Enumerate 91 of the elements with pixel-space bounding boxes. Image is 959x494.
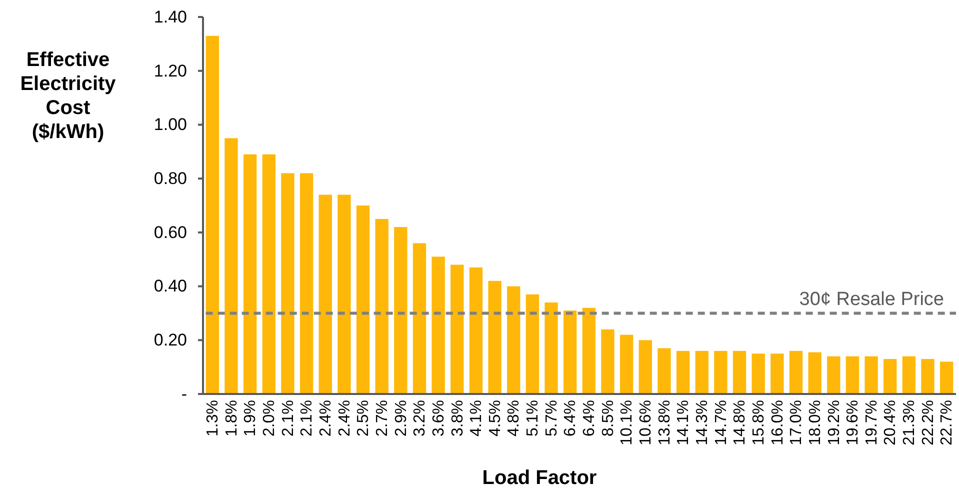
x-tick-label: 5.1% [524, 400, 542, 436]
y-tick-label: - [181, 384, 187, 404]
bar [695, 350, 708, 394]
x-tick-label: 22.2% [920, 400, 937, 446]
bar [846, 356, 860, 394]
bar [262, 154, 276, 394]
bar [450, 264, 464, 394]
x-tick-label: 2.4% [336, 400, 354, 436]
x-tick-label: 1.3% [204, 400, 222, 436]
bar [394, 227, 408, 394]
y-tick-label: 1.40 [154, 7, 187, 26]
y-tick-label: 1.20 [154, 61, 187, 80]
x-tick-label: 1.9% [242, 400, 260, 436]
y-axis-title: Effective Electricity Cost ($/kWh) [20, 49, 117, 143]
bar [714, 350, 728, 394]
x-tick-label: 3.6% [430, 400, 448, 436]
x-tick-label: 15.8% [750, 400, 768, 446]
bar [808, 352, 822, 394]
bar [432, 256, 445, 394]
bar [564, 310, 577, 394]
x-tick-label: 8.5% [600, 400, 617, 436]
x-tick-label: 2.5% [355, 400, 372, 436]
bar [318, 194, 332, 394]
bar [412, 243, 426, 394]
x-tick-label: 2.1% [298, 400, 316, 436]
x-tick-label: 6.4% [562, 400, 580, 436]
x-tick-label: 1.8% [223, 400, 240, 436]
bar [770, 354, 784, 394]
x-tick-label: 10.6% [638, 400, 655, 446]
x-tick-label: 14.3% [694, 400, 711, 446]
bar [544, 302, 558, 394]
bar [676, 350, 690, 394]
bar [281, 173, 294, 394]
bar [940, 362, 954, 394]
x-tick-label: 20.4% [882, 400, 900, 446]
bar [902, 356, 916, 394]
x-tick-label: 21.3% [901, 400, 918, 446]
bar [507, 286, 520, 394]
x-tick-label: 2.4% [317, 400, 334, 436]
bar [638, 340, 652, 394]
x-tick-label: 5.7% [543, 400, 560, 436]
bar [526, 294, 540, 394]
x-tick-label: 19.6% [844, 400, 862, 446]
bar [488, 280, 502, 394]
x-tick-label: 3.2% [412, 400, 429, 436]
x-tick-label: 22.7% [938, 400, 956, 446]
y-tick-label: 0.40 [154, 276, 187, 296]
bar [206, 36, 219, 394]
x-tick-label: 14.7% [712, 400, 730, 446]
x-tick-label: 17.0% [788, 400, 806, 446]
x-tick-label: 14.1% [675, 400, 692, 446]
x-tick-label: 18.0% [806, 400, 824, 446]
x-axis-title: Load Factor [482, 467, 597, 489]
bar [921, 358, 934, 394]
x-tick-label: 2.0% [261, 400, 278, 436]
x-tick-label: 19.7% [863, 400, 880, 446]
bar [300, 173, 314, 394]
x-tick-label: 4.5% [486, 400, 504, 436]
x-tick-label: 6.4% [581, 400, 598, 436]
x-tick-label: 19.2% [826, 400, 843, 446]
x-tick-label: 4.8% [506, 400, 523, 436]
bar [375, 218, 388, 394]
bar [356, 206, 370, 394]
x-tick-label: 2.9% [392, 400, 410, 436]
bar [864, 356, 878, 394]
bar [827, 356, 840, 394]
bar [752, 354, 765, 394]
bar [789, 350, 803, 394]
x-tick-label: 10.1% [618, 400, 636, 446]
bar [338, 194, 351, 394]
x-tick-label: 3.8% [449, 400, 466, 436]
x-tick-label: 13.8% [656, 400, 674, 446]
bar [601, 329, 614, 394]
bar [620, 334, 634, 394]
bar [224, 138, 238, 394]
ref-line-label: 30¢ Resale Price [799, 289, 944, 310]
y-tick-label: 0.60 [154, 222, 187, 242]
y-tick-label: 0.80 [154, 169, 187, 188]
x-tick-label: 2.1% [280, 400, 297, 436]
bar [469, 267, 483, 394]
x-tick-label: 14.8% [732, 400, 749, 446]
bar [884, 358, 897, 394]
bar [243, 154, 257, 394]
y-tick-label: 0.20 [154, 330, 187, 350]
bar [732, 350, 746, 394]
y-tick-label: 1.00 [154, 115, 187, 134]
bar [658, 348, 671, 394]
bar [582, 308, 596, 394]
x-tick-label: 4.1% [468, 400, 486, 436]
x-tick-label: 2.7% [374, 400, 391, 436]
x-tick-label: 16.0% [769, 400, 786, 446]
